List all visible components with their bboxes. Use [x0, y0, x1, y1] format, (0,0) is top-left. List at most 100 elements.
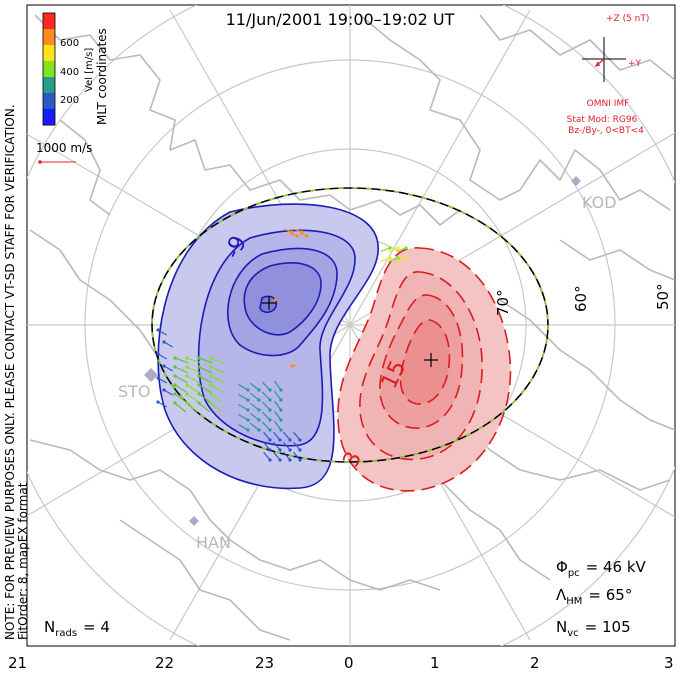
velocity-vector [261, 401, 271, 411]
velocity-vector [210, 393, 223, 403]
velocity-vector [261, 381, 271, 391]
velocity-vector [261, 421, 271, 431]
velocity-vector-origin [185, 374, 189, 378]
velocity-vector [198, 357, 213, 364]
velocity-vectors [156, 228, 408, 462]
velocity-vector-origin [197, 365, 201, 369]
velocity-vector [388, 247, 399, 252]
velocity-vector-origin [404, 256, 408, 260]
colorbar-segment [43, 109, 55, 126]
potential-minimum-marker [262, 296, 276, 310]
station-han-label: HAN [196, 533, 231, 552]
velocity-vector-origin [173, 383, 177, 387]
velocity-vector [283, 451, 291, 461]
velocity-vector-origin [162, 364, 166, 368]
velocity-vector-origin [268, 408, 272, 412]
velocity-vector [274, 420, 282, 431]
velocity-vector-origin [268, 388, 272, 392]
velocity-vector [388, 257, 399, 262]
velocity-vector-origin [209, 356, 213, 360]
velocity-vector-origin [185, 356, 189, 360]
velocity-vector-origin [279, 408, 283, 412]
velocity-vector-origin [268, 428, 272, 432]
velocity-vector-origin [305, 234, 309, 238]
velocity-vector [198, 366, 213, 374]
velocity-vector [380, 247, 391, 252]
velocity-vector [174, 357, 189, 364]
imf-z-label: +Z (5 nT) [606, 14, 649, 24]
radar-count: Nrads = 4 [44, 618, 110, 639]
velocity-vector [293, 431, 301, 441]
velocity-vector-origin [162, 340, 166, 344]
imf-vector-arrow [594, 58, 605, 67]
phi-subscript: pc [568, 568, 580, 579]
vector-count: Nvc = 105 [556, 618, 631, 639]
velocity-vector [274, 380, 282, 391]
velocity-vector-origin [246, 418, 250, 422]
nrads-subscript: rads [55, 628, 77, 639]
station-sto-label: STO [118, 382, 151, 401]
velocity-vector [396, 247, 407, 252]
velocity-vector [186, 384, 200, 393]
velocity-vector-origin [173, 392, 177, 396]
imf-condition: Bz-/By-, 0<BT<4 [568, 126, 644, 136]
velocity-vector [263, 441, 271, 451]
velocity-vector [174, 402, 187, 413]
velocity-vector-origin [246, 388, 250, 392]
fit-order-note: FitOrder: 8, mapEX format [16, 482, 30, 640]
velocity-vector [186, 402, 199, 413]
velocity-vector [210, 384, 224, 393]
velocity-vector-origin [298, 448, 302, 452]
velocity-vector-origin [298, 438, 302, 442]
velocity-vector [198, 384, 212, 393]
nvc-symbol: N [556, 618, 567, 636]
velocity-vector-origin [185, 401, 189, 405]
phi-value: = 46 kV [586, 558, 647, 576]
velocity-vector [273, 431, 281, 441]
velocity-vector-origin [300, 230, 304, 234]
velocity-vector-origin [396, 246, 400, 250]
colorbar-tick-400: 400 [60, 67, 79, 78]
velocity-vector-origin [156, 376, 160, 380]
velocity-vector-origin [298, 458, 302, 462]
velocity-vector-origin [388, 256, 392, 260]
velocity-vector [157, 377, 167, 384]
velocity-vector [186, 366, 201, 374]
colorbar-segment [43, 61, 55, 78]
velocity-vector-origin [156, 328, 160, 332]
mlt-axis: 21 22 23 0 1 2 3 [8, 654, 674, 672]
velocity-vector-origin [278, 438, 282, 442]
velocity-vector [238, 393, 249, 401]
lambda-subscript: HM [566, 596, 582, 607]
velocity-vector-origin [162, 388, 166, 392]
velocity-vector [174, 384, 188, 393]
vector-scale-label: 1000 m/s [36, 141, 92, 155]
latitude-label-70: 70° [494, 289, 512, 316]
velocity-vector-origin [257, 398, 261, 402]
velocity-vector [261, 391, 271, 401]
colorbar-tick-200: 200 [60, 95, 79, 106]
velocity-vector-origin [268, 398, 272, 402]
mlt-label-2: 2 [530, 654, 540, 672]
velocity-vector [210, 357, 225, 364]
velocity-vector-origin [279, 418, 283, 422]
velocity-vector [249, 392, 260, 401]
velocity-vector [186, 357, 201, 364]
velocity-vector [238, 413, 249, 421]
velocity-vector-origin [404, 246, 408, 250]
velocity-vector [273, 441, 281, 451]
velocity-vector [263, 431, 271, 441]
velocity-vector-origin [185, 365, 189, 369]
heppner-maynard-latitude: ΛHM = 65° [556, 586, 632, 607]
velocity-vector [283, 441, 291, 451]
velocity-vector [263, 451, 271, 461]
velocity-vector-origin [396, 256, 400, 260]
velocity-vector [163, 341, 173, 348]
colorbar-segment [43, 45, 55, 62]
velocity-vector [163, 389, 173, 396]
velocity-vector-origin [273, 298, 277, 302]
velocity-vector [249, 382, 260, 391]
imf-model: Stat Mod: RG96 [567, 115, 638, 125]
velocity-vector [157, 329, 167, 336]
negative-potential-cell [157, 203, 379, 490]
